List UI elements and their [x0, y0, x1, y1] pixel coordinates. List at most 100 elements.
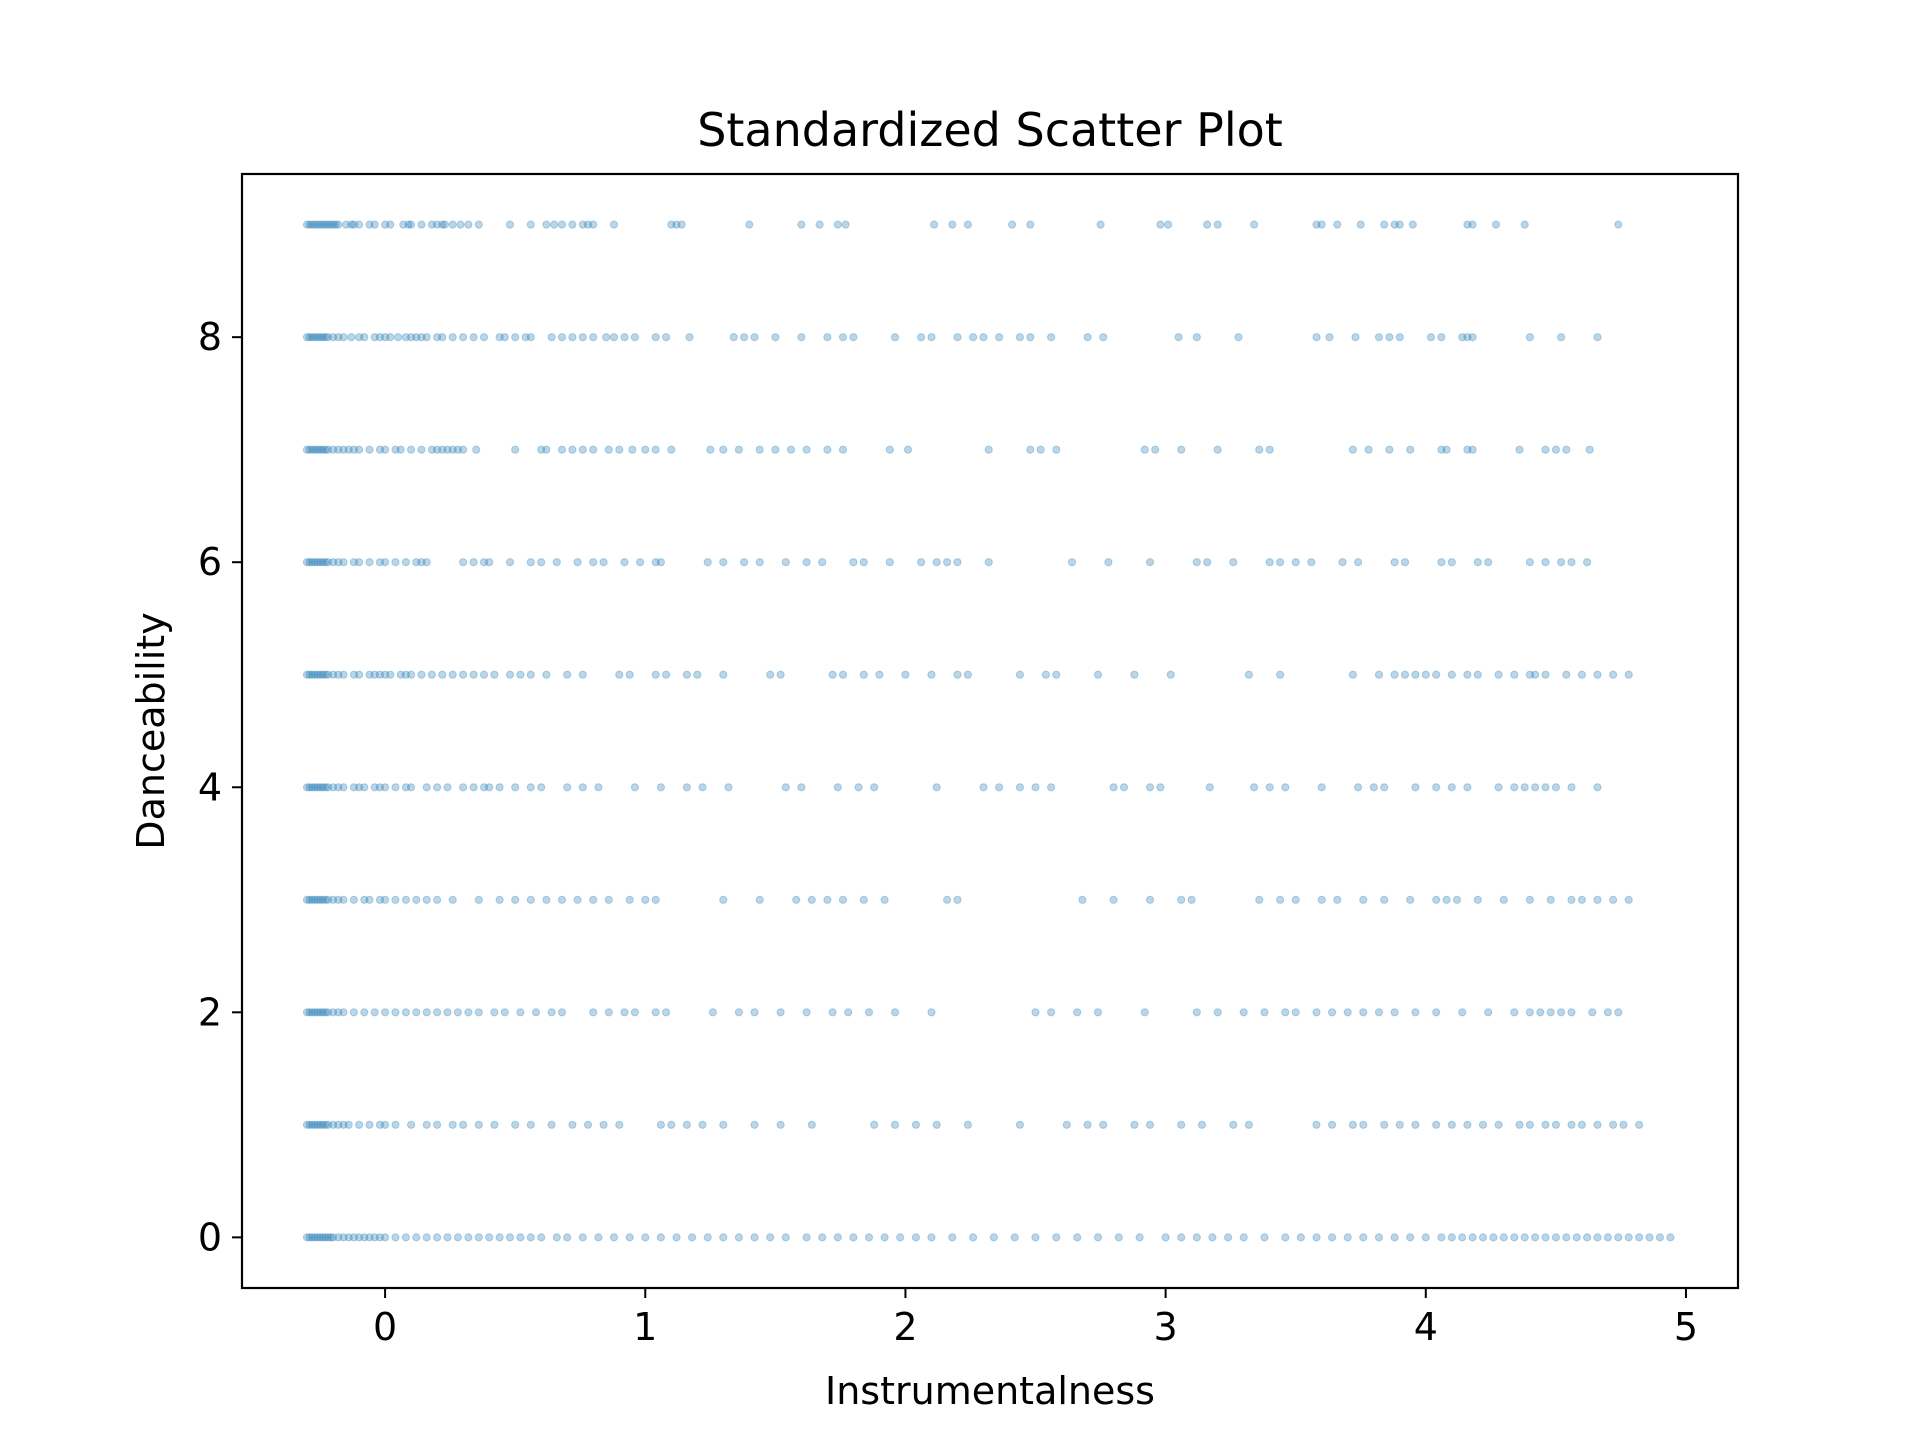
- data-point: [1437, 445, 1446, 454]
- data-point: [833, 220, 842, 229]
- data-point: [1328, 1120, 1337, 1129]
- data-point: [516, 670, 525, 679]
- data-point: [1203, 220, 1212, 229]
- data-point: [755, 445, 764, 454]
- data-point: [1145, 895, 1155, 904]
- data-point: [1515, 1120, 1524, 1129]
- data-point: [355, 1233, 364, 1242]
- data-point: [537, 1233, 546, 1242]
- data-point: [316, 1120, 325, 1129]
- data-point: [672, 1233, 681, 1242]
- data-point: [682, 1120, 692, 1129]
- data-point: [1145, 558, 1155, 567]
- data-point: [308, 1008, 317, 1017]
- data-point: [1135, 1233, 1144, 1242]
- data-point: [365, 895, 374, 904]
- data-point: [321, 1008, 330, 1017]
- data-point: [1531, 1233, 1540, 1242]
- data-point: [1463, 445, 1472, 454]
- data-point: [1224, 1233, 1233, 1242]
- data-point: [443, 1233, 452, 1242]
- data-point: [589, 895, 598, 904]
- data-point: [305, 1120, 314, 1129]
- data-point: [526, 783, 535, 792]
- data-point: [563, 1233, 572, 1242]
- data-point: [302, 1120, 312, 1129]
- data-point: [568, 445, 577, 454]
- data-point: [781, 783, 790, 792]
- data-point: [360, 783, 369, 792]
- data-point: [563, 670, 572, 679]
- data-point: [318, 558, 327, 567]
- data-point: [490, 670, 499, 679]
- data-point: [1205, 783, 1214, 792]
- data-point: [1265, 558, 1274, 567]
- data-point: [1083, 1120, 1092, 1129]
- data-point: [321, 1120, 330, 1129]
- data-point: [838, 670, 848, 679]
- data-point: [469, 783, 478, 792]
- data-point: [1177, 1233, 1186, 1242]
- data-point: [511, 895, 520, 904]
- data-point: [734, 1233, 744, 1242]
- data-point: [573, 895, 582, 904]
- data-point: [1468, 1233, 1477, 1242]
- data-point: [1260, 1008, 1269, 1017]
- data-point: [1213, 1008, 1222, 1017]
- data-point: [321, 1233, 330, 1242]
- x-tick-label: 1: [633, 1305, 657, 1349]
- data-point: [302, 1008, 312, 1017]
- data-point: [1015, 333, 1025, 342]
- data-point: [1583, 558, 1592, 567]
- data-point: [1015, 783, 1025, 792]
- data-point: [1359, 895, 1368, 904]
- data-point: [557, 1008, 567, 1017]
- data-point: [516, 1008, 525, 1017]
- data-point: [321, 783, 330, 792]
- data-point: [310, 220, 319, 229]
- data-point: [344, 1233, 353, 1242]
- data-point: [641, 1233, 650, 1242]
- data-point: [323, 1120, 332, 1129]
- data-point: [849, 1233, 858, 1242]
- data-point: [875, 670, 884, 679]
- data-point: [1442, 445, 1451, 454]
- data-point: [391, 558, 400, 567]
- data-point: [438, 445, 447, 454]
- data-point: [1567, 558, 1576, 567]
- data-point: [1281, 783, 1290, 792]
- data-point: [1609, 1120, 1618, 1129]
- data-point: [542, 445, 551, 454]
- data-point: [1452, 895, 1462, 904]
- data-point: [1244, 1120, 1254, 1129]
- data-point: [375, 670, 384, 679]
- data-points: [302, 220, 1675, 1242]
- data-point: [1520, 1233, 1529, 1242]
- data-point: [1291, 895, 1300, 904]
- data-point: [1531, 783, 1540, 792]
- data-point: [347, 333, 356, 342]
- data-point: [1510, 783, 1519, 792]
- data-point: [1067, 558, 1077, 567]
- data-point: [326, 1233, 335, 1242]
- data-point: [1359, 1120, 1368, 1129]
- data-point: [394, 333, 403, 342]
- data-point: [316, 783, 325, 792]
- data-point: [323, 895, 332, 904]
- data-point: [1609, 670, 1618, 679]
- data-point: [547, 333, 556, 342]
- data-point: [305, 333, 314, 342]
- data-point: [386, 220, 395, 229]
- data-point: [1494, 783, 1503, 792]
- data-point: [1593, 1120, 1602, 1129]
- data-point: [1593, 1233, 1602, 1242]
- data-point: [318, 783, 327, 792]
- data-point: [365, 1120, 374, 1129]
- data-point: [969, 333, 978, 342]
- data-point: [433, 1120, 442, 1129]
- data-point: [433, 895, 442, 904]
- data-point: [321, 895, 330, 904]
- data-point: [349, 1233, 358, 1242]
- data-point: [401, 670, 410, 679]
